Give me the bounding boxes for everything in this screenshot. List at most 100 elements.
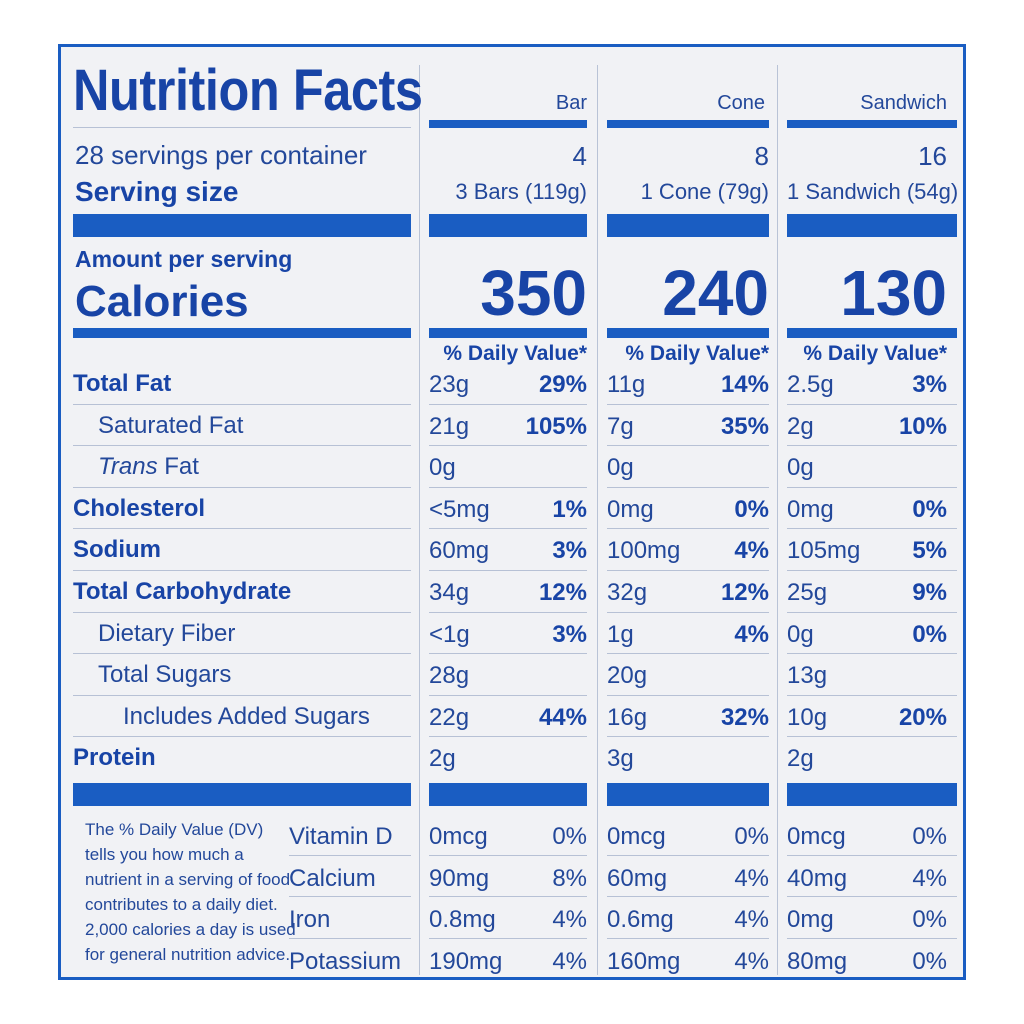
vitamin-label: Iron	[289, 906, 331, 933]
column-divider	[419, 65, 420, 975]
row-divider	[429, 528, 587, 530]
row-divider	[787, 896, 957, 897]
vitamin-label: Calcium	[289, 864, 376, 892]
rule	[607, 120, 769, 128]
nutrient-daily-value: 29%	[538, 371, 587, 398]
row-divider	[429, 611, 587, 613]
nutrient-daily-value: 12%	[720, 579, 769, 606]
row-divider	[787, 937, 957, 939]
calories-bar: 350	[480, 257, 587, 329]
row-divider	[73, 653, 411, 655]
row-divider	[787, 736, 957, 738]
row-divider	[787, 445, 957, 447]
row-divider	[787, 403, 957, 405]
nutrient-daily-value: 0%	[734, 495, 769, 523]
row-divider	[73, 528, 411, 530]
servings-sandwich: 16	[918, 141, 947, 171]
vitamin-label: Potassium	[289, 947, 402, 975]
calories-label: Calories	[75, 277, 249, 326]
vitamin-amount: 80mg	[787, 947, 848, 975]
nutrient-amount: 0g	[429, 454, 456, 482]
nutrient-daily-value: 5%	[912, 537, 947, 565]
row-divider	[73, 694, 411, 696]
vitamin-amount: 40mg	[787, 864, 848, 892]
thick-rule	[73, 214, 411, 237]
row-divider	[73, 403, 411, 405]
nutrient-label: Total Sugars	[98, 661, 232, 689]
nutrient-amount: 22g	[429, 703, 470, 731]
nutrient-amount: 60mg	[429, 537, 490, 565]
vitamin-daily-value: 0%	[552, 823, 587, 850]
column-header-bar: Bar	[555, 92, 587, 114]
nutrient-daily-value: 105%	[525, 412, 587, 440]
row-divider	[607, 937, 769, 939]
nutrient-amount: 2.5g	[787, 371, 834, 398]
nutrient-amount: <5mg	[429, 495, 490, 523]
nutrient-amount: 3g	[607, 745, 634, 773]
vitamin-daily-value: 4%	[552, 906, 587, 933]
row-divider	[289, 854, 411, 856]
row-divider	[787, 653, 957, 655]
thick-rule	[607, 214, 769, 237]
thick-rule	[429, 783, 587, 806]
row-divider	[429, 570, 587, 571]
row-divider	[607, 736, 769, 738]
vitamin-daily-value: 4%	[734, 906, 769, 933]
nutrient-label-rest: Fat	[157, 453, 199, 481]
vitamin-daily-value: 4%	[552, 947, 587, 975]
nutrient-label: Total Carbohydrate	[73, 578, 292, 605]
nutrient-daily-value: 4%	[734, 620, 769, 648]
servings-cone: 8	[754, 141, 769, 171]
row-divider	[429, 854, 587, 856]
row-divider	[73, 611, 411, 613]
column-divider	[597, 65, 598, 975]
nutrient-daily-value: 1%	[552, 495, 587, 523]
vitamin-amount: 0mcg	[607, 823, 666, 850]
footnote-line: for general nutrition advice.	[85, 945, 291, 964]
nutrient-amount: 11g	[607, 371, 646, 398]
vitamin-amount: 0.8mg	[429, 906, 496, 933]
nutrient-amount: 0mg	[787, 495, 834, 523]
footnote: The % Daily Value (DV) tells you how muc…	[85, 817, 296, 967]
nutrient-daily-value: 0%	[912, 495, 947, 523]
row-divider	[607, 896, 769, 897]
vitamin-amount: 0mg	[787, 906, 834, 933]
row-divider	[787, 694, 957, 696]
rule	[607, 328, 769, 338]
nutrient-label: Dietary Fiber	[98, 619, 236, 647]
row-divider	[73, 570, 411, 571]
nutrient-amount: 34g	[429, 579, 470, 606]
row-divider	[289, 937, 411, 939]
vitamin-amount: 0mcg	[429, 823, 488, 850]
nutrient-daily-value: 20%	[898, 703, 947, 731]
row-divider	[607, 653, 769, 655]
row-divider	[73, 486, 411, 488]
nutrient-amount: 1g	[607, 620, 634, 648]
servings-bar: 4	[572, 141, 587, 171]
nutrient-daily-value: 12%	[538, 579, 587, 606]
vitamin-amount: 190mg	[429, 947, 503, 975]
serving-size-cone: 1 Cone (79g)	[640, 179, 769, 204]
nutrient-amount: <1g	[429, 620, 470, 648]
nutrient-label: Total Fat	[73, 370, 172, 397]
nutrient-amount: 7g	[607, 412, 634, 440]
column-header-sandwich: Sandwich	[860, 92, 947, 114]
vitamin-amount: 0mcg	[787, 823, 846, 850]
rule	[787, 120, 957, 128]
row-divider	[289, 896, 411, 897]
vitamin-daily-value: 0%	[912, 823, 947, 850]
nutrient-daily-value: 0%	[912, 620, 947, 648]
row-divider	[429, 937, 587, 939]
column-divider	[777, 65, 778, 975]
vitamin-daily-value: 0%	[912, 947, 947, 975]
rule	[787, 328, 957, 338]
thick-rule	[787, 783, 957, 806]
row-divider	[607, 445, 769, 447]
nutrient-label-italic: Trans	[98, 453, 158, 481]
nutrient-daily-value: 3%	[552, 537, 587, 565]
nutrient-daily-value: 4%	[734, 537, 769, 565]
nutrient-label: Saturated Fat	[98, 411, 244, 439]
nutrient-amount: 21g	[429, 412, 470, 440]
row-divider	[607, 854, 769, 856]
footnote-line: The % Daily Value (DV)	[85, 820, 264, 839]
